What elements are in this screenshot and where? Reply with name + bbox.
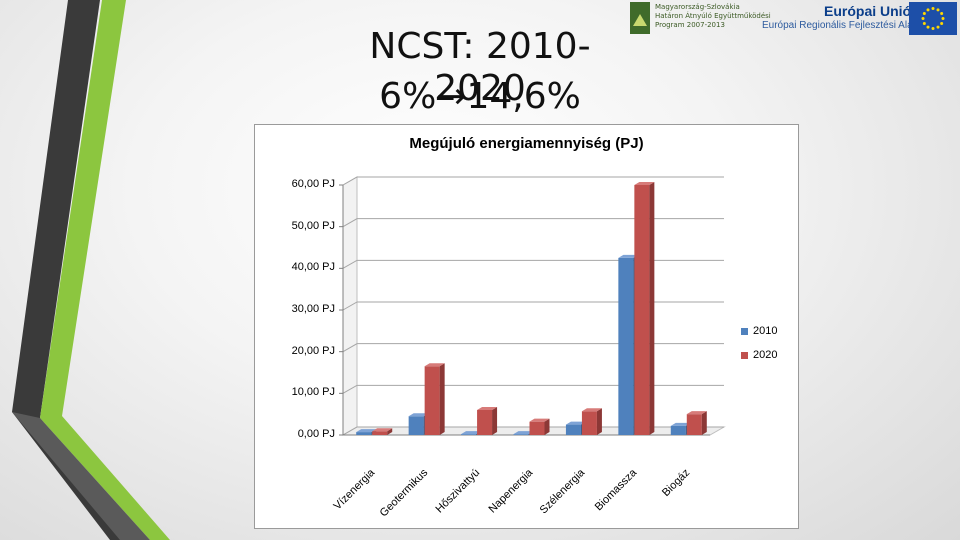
legend-label: 2010 [753,325,778,337]
legend-swatch [741,352,748,359]
bar-side-2020 [492,407,498,435]
chart-area: Megújuló energiamennyiség (PJ) 0,00 PJ 10… [254,124,799,529]
eu-star [921,17,925,20]
program-logo-icon [630,2,650,34]
eu-star [941,17,945,20]
gridline [342,343,724,353]
header-logos: Magyarország-Szlovákia Határon Átnyúló E… [628,0,960,38]
bar-2010 [461,434,477,435]
bar-2020 [581,411,597,435]
bar-top-2020 [372,428,393,432]
bar-top-2020 [424,363,445,367]
bar-top-2010 [408,413,429,417]
chart-title: Megújuló energiamennyiség (PJ) [409,135,644,152]
bar-side-2020 [387,428,393,435]
slide-subtitle: 6%→14,6% [379,76,581,117]
bar-2010 [618,257,634,435]
bar-2010 [670,425,686,435]
y-tick-label: 40,00 PJ [291,261,335,274]
eu-star [931,7,935,10]
y-tick-label: 10,00 PJ [291,386,335,399]
legend-label: 2020 [753,349,778,361]
eu-title: Európai Unió [824,3,912,19]
bar-2020 [372,431,388,435]
bar-top-2020 [634,182,655,185]
bar-top-2020 [686,411,707,415]
bar-side-2020 [701,411,707,435]
eu-star [936,25,940,29]
eu-star [922,22,926,25]
bar-side-2020 [596,408,602,435]
y-tick-label: 50,00 PJ [291,219,335,232]
eu-subtitle: Európai Regionális Fejlesztési Alap [762,20,919,31]
bar-top-2020 [477,407,498,410]
gridline [342,259,724,269]
legend-item-2020: 2020 [741,349,778,361]
eu-star [922,12,926,15]
y-tick-label: 0,00 PJ [297,428,335,440]
program-text-line: Program 2007-2013 [655,21,725,29]
bar-2020 [424,366,440,435]
bar-side-2020 [544,418,550,435]
bar-2020 [686,414,702,435]
program-text-line: Határon Átnyúló Együttműködési [655,12,771,20]
bar-2020 [634,185,650,435]
gridline [342,176,724,186]
bar-2010 [356,432,372,435]
bar-top-2010 [356,429,377,433]
program-text-line: Magyarország-Szlovákia [655,3,740,11]
eu-star [940,12,944,15]
bar-2010 [513,434,529,435]
y-tick-label: 20,00 PJ [291,344,335,357]
bar-side-2020 [439,363,445,435]
bar-top-2010 [565,421,586,425]
bar-top-2010 [670,422,691,426]
legend-swatch [741,328,748,335]
bar-top-2020 [529,418,550,422]
y-tick-label: 60,00 PJ [291,178,335,190]
bar-side-2020 [649,182,655,435]
bar-top-2020 [581,408,602,412]
legend-item-2010: 2010 [741,325,778,337]
bar-2020 [477,410,493,435]
eu-star [936,8,940,12]
bar-top-2010 [618,254,639,258]
gridline [342,301,724,311]
eu-star [926,8,930,12]
bar-top-2010 [513,431,534,435]
bar-2010 [565,424,581,435]
bar-2010 [408,416,424,435]
slide-title: NCST: 2010-2020 [369,26,591,109]
eu-star [940,22,944,25]
program-text: Magyarország-Szlovákia Határon Átnyúló E… [655,3,771,30]
y-tick-label: 30,00 PJ [291,303,335,315]
chart-plot [339,176,726,436]
bar-2020 [529,421,545,435]
gridline [342,218,724,228]
eu-star [926,25,930,29]
gridline [342,384,724,394]
bar-top-2010 [461,431,482,435]
eu-flag-icon [909,2,957,35]
eu-star [931,27,935,30]
